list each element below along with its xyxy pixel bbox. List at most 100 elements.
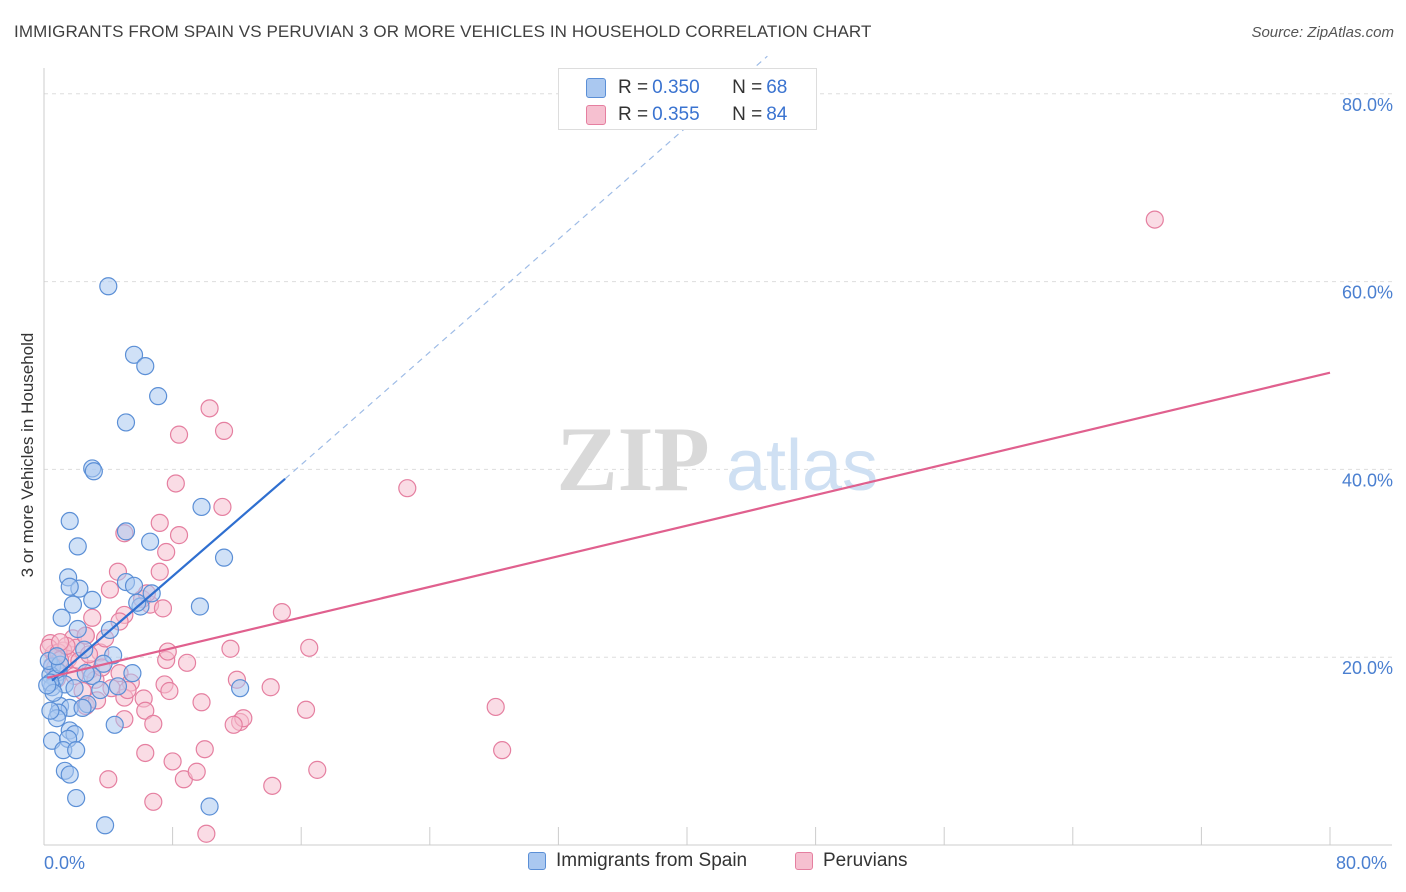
- spain-point: [140, 532, 160, 551]
- peruvian-point: [224, 715, 243, 734]
- chart-title: IMMIGRANTS FROM SPAIN VS PERUVIAN 3 OR M…: [14, 22, 872, 41]
- watermark-zip: ZIP: [556, 408, 709, 510]
- peruvian-point: [200, 399, 219, 418]
- peruvian-point: [195, 740, 214, 759]
- spain-point: [73, 698, 92, 718]
- spain-point: [124, 576, 144, 595]
- legend-swatch-pink: [586, 105, 606, 125]
- peruvian-point: [493, 741, 512, 760]
- spain-point: [60, 577, 79, 596]
- legend-n-value: 68: [766, 77, 788, 98]
- peruvian-point: [169, 425, 189, 444]
- legend-swatch-pink: [795, 852, 813, 870]
- spain-point: [91, 680, 110, 700]
- spain-point: [68, 537, 87, 556]
- legend-r-value: 0.355: [652, 104, 700, 125]
- legend-r-label: R =: [618, 77, 649, 98]
- peruvian-point: [192, 693, 211, 712]
- watermark: ZIP atlas: [556, 408, 878, 510]
- legend-r-label: R =: [618, 104, 649, 125]
- spain-point: [52, 608, 71, 627]
- peruvian-point: [144, 792, 163, 811]
- spain-point: [149, 387, 168, 406]
- spain-point: [60, 765, 79, 784]
- peruvian-point: [136, 701, 155, 720]
- legend-row-peruvians: R = 0.355 N = 84: [586, 104, 787, 126]
- peruvian-point: [166, 474, 185, 493]
- spain-point: [128, 593, 147, 612]
- spain-point: [123, 664, 142, 683]
- peruvian-point: [263, 776, 282, 795]
- spain-point: [214, 548, 234, 567]
- legend-n-value: 84: [766, 104, 788, 125]
- spain-trend-extension: [284, 55, 768, 480]
- legend-swatch-blue: [586, 78, 606, 98]
- spain-point: [105, 715, 124, 734]
- spain-point: [41, 701, 60, 720]
- legend-top: R = 0.350 N = 68 R = 0.355 N = 84: [558, 68, 817, 130]
- legend-r-value: 0.350: [652, 77, 700, 98]
- spain-point: [67, 788, 86, 808]
- x-label-right: 80.0%: [1336, 853, 1388, 873]
- legend-item-spain: Immigrants from Spain: [528, 850, 747, 872]
- peruvian-point: [150, 513, 169, 533]
- y-tick-label: 40.0%: [1342, 470, 1393, 490]
- peruvian-point: [300, 638, 319, 657]
- spain-point: [75, 640, 94, 659]
- peruvian-point: [100, 580, 120, 599]
- peruvian-point: [160, 681, 179, 701]
- spain-point: [108, 677, 128, 696]
- peruvian-point: [83, 608, 102, 627]
- spain-point: [63, 595, 83, 614]
- peruvian-point: [157, 542, 176, 562]
- peruvian-point: [153, 599, 173, 618]
- spain-point: [231, 679, 250, 698]
- spain-point: [192, 497, 211, 517]
- spain-point: [47, 647, 66, 666]
- peruvians-points: [39, 210, 1164, 843]
- y-tick-label: 80.0%: [1342, 95, 1393, 115]
- legend-label-peruvians: Peruvians: [823, 850, 908, 871]
- peruvian-point: [197, 824, 216, 843]
- legend-item-peruvians: Peruvians: [795, 850, 908, 872]
- spain-point: [116, 522, 136, 541]
- peruvian-point: [296, 700, 316, 719]
- legend-row-spain: R = 0.350 N = 68: [586, 77, 787, 99]
- legend-bottom: Immigrants from Spain Peruvians: [0, 850, 1406, 878]
- peruvian-point: [1145, 210, 1164, 229]
- spain-point: [84, 462, 103, 481]
- spain-point: [124, 345, 144, 364]
- legend-n-label: N =: [732, 77, 763, 98]
- spain-point: [83, 590, 102, 610]
- peruvian-point: [272, 603, 292, 622]
- peruvian-point: [169, 526, 189, 545]
- spain-point: [65, 679, 84, 698]
- peruvian-point: [163, 752, 182, 771]
- legend-label-spain: Immigrants from Spain: [556, 850, 748, 871]
- spain-point: [95, 816, 115, 835]
- peruvian-point: [150, 562, 169, 581]
- peruvian-point: [398, 479, 417, 498]
- peruvian-point: [221, 639, 240, 658]
- spain-point: [136, 356, 155, 376]
- peruvian-point: [486, 697, 505, 717]
- spain-trend-line: [51, 477, 286, 682]
- peruvian-point: [99, 770, 118, 789]
- tick-labels: 20.0% 40.0% 60.0% 80.0%: [1342, 95, 1393, 678]
- legend-swatch-blue: [528, 852, 546, 870]
- trend-lines: [46, 55, 1331, 682]
- peruvian-trend-line: [46, 371, 1331, 679]
- peruvian-point: [177, 653, 197, 672]
- legend-n-label: N =: [732, 104, 763, 125]
- spain-point: [67, 741, 86, 760]
- y-tick-label: 60.0%: [1342, 283, 1393, 303]
- peruvian-point: [213, 497, 232, 517]
- spain-point: [190, 597, 210, 616]
- grid-lines: [44, 93, 1392, 658]
- source-credit: Source: ZipAtlas.com: [1251, 24, 1394, 41]
- y-tick-label: 20.0%: [1342, 658, 1393, 678]
- spain-point: [200, 797, 219, 816]
- spain-point: [99, 277, 118, 296]
- x-label-left: 0.0%: [44, 853, 86, 873]
